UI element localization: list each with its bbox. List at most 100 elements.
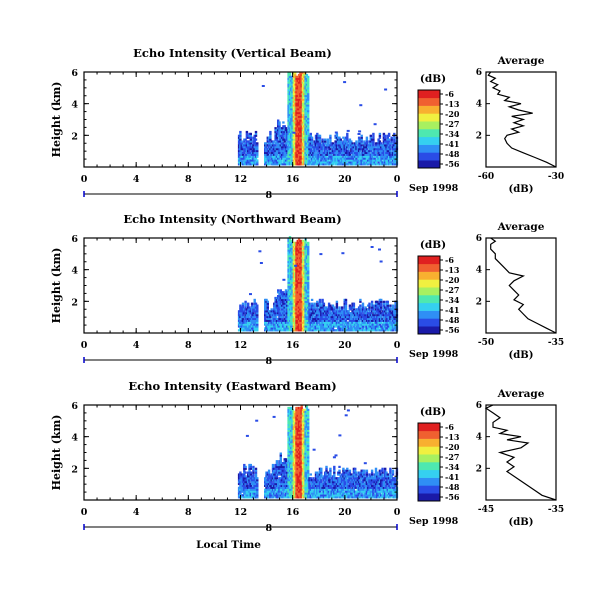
heatmap-cell: [373, 329, 376, 332]
heatmap-cell: [250, 317, 254, 320]
heatmap-cell: [278, 144, 281, 147]
x-tick-label: 0: [81, 174, 88, 185]
heatmap-cell: [316, 136, 319, 139]
heatmap-cell: [253, 304, 256, 307]
heatmap-cell: [280, 146, 284, 149]
heatmap-cell: [280, 319, 284, 322]
heatmap-cell: [290, 85, 293, 88]
heatmap-cell: [316, 138, 319, 141]
heatmap-cell: [294, 104, 297, 107]
heatmap-cell: [385, 149, 388, 153]
heatmap-cell: [249, 327, 252, 330]
heatmap-cell: [393, 314, 396, 317]
heatmap-cell: [384, 315, 387, 319]
heatmap-cell: [240, 314, 243, 317]
heatmap-cell: [376, 159, 379, 162]
heatmap-cell: [297, 155, 301, 158]
heatmap-cell: [333, 148, 336, 151]
heatmap-cell: [365, 327, 369, 330]
heatmap-cell: [391, 321, 395, 324]
heatmap-cell: [270, 486, 273, 489]
heatmap-cell: [288, 155, 292, 158]
heatmap-cell: [369, 161, 372, 164]
heatmap-cell: [296, 83, 299, 86]
heatmap-cell: [244, 144, 247, 147]
heatmap-cell: [295, 260, 298, 263]
heatmap-cell: [278, 306, 281, 309]
heatmap-cell: [386, 302, 389, 305]
heatmap-cell: [244, 155, 247, 158]
heatmap-cell: [357, 329, 361, 332]
heatmap-cell: [372, 138, 375, 141]
heatmap-cell: [292, 144, 296, 147]
heatmap-cell: [318, 136, 322, 139]
heatmap-cell: [299, 274, 302, 277]
heatmap-cell: [287, 89, 290, 92]
heatmap-cell: [304, 102, 307, 105]
heatmap-cell: [378, 140, 382, 143]
heatmap-cell: [295, 110, 298, 113]
heatmap-cell: [254, 479, 258, 482]
heatmap-cell: [324, 308, 327, 311]
heatmap-cell: [239, 479, 242, 482]
heatmap-cell: [307, 77, 310, 80]
heatmap-cell: [288, 251, 292, 254]
heatmap-cell: [347, 310, 350, 313]
profile-x-tick-label: -50: [478, 338, 494, 348]
heatmap-cell: [265, 323, 268, 326]
heatmap-cell: [344, 329, 348, 332]
heatmap-cell: [267, 315, 271, 319]
heatmap-cell: [339, 314, 342, 317]
heatmap-cell: [352, 304, 356, 307]
heatmap-cell: [292, 247, 296, 250]
heatmap-cell: [292, 94, 296, 97]
heatmap-cell: [307, 287, 310, 290]
heatmap-cell: [266, 477, 269, 480]
heatmap-cell: [303, 144, 306, 147]
heatmap-cell: [342, 144, 345, 147]
heatmap-cell: [291, 287, 294, 290]
heatmap-cell: [394, 321, 397, 324]
heatmap-cell: [303, 92, 306, 96]
heatmap-cell: [325, 149, 328, 153]
heatmap-cell: [339, 323, 342, 326]
heatmap-cell: [372, 314, 375, 317]
date-label: Sep 1998: [409, 183, 459, 194]
heatmap-cell: [269, 159, 272, 162]
heatmap-cell: [351, 153, 354, 156]
heatmap-cell: [342, 312, 345, 315]
heatmap-cell: [249, 319, 252, 322]
heatmap-cell: [291, 149, 294, 153]
heatmap-cell: [297, 289, 301, 292]
heatmap-cell: [291, 281, 294, 284]
heatmap-cell: [343, 312, 346, 315]
heatmap-cell: [287, 98, 290, 101]
heatmap-cell: [270, 321, 273, 324]
heatmap-cell: [245, 155, 249, 158]
heatmap-cell: [320, 319, 323, 322]
heatmap-cell: [314, 312, 318, 315]
heatmap-cell: [278, 314, 281, 317]
heatmap-cell: [370, 310, 374, 313]
heatmap-cell: [264, 161, 267, 164]
heatmap-cell: [372, 134, 375, 137]
heatmap-cell: [346, 315, 349, 319]
heatmap-cell: [300, 277, 303, 281]
heatmap-cell: [290, 119, 293, 122]
heatmap-cell: [296, 253, 299, 256]
heatmap-cell: [354, 314, 357, 317]
heatmap-cell: [330, 144, 333, 147]
heatmap-cell: [367, 327, 370, 330]
heatmap-cell: [354, 329, 357, 332]
heatmap-cell: [321, 321, 324, 324]
heatmap-cell: [370, 159, 374, 162]
heatmap-cell: [314, 142, 318, 145]
heatmap-cell: [327, 148, 331, 151]
heatmap-cell: [299, 298, 302, 301]
colorbar-swatch: [418, 129, 440, 138]
heatmap-cell: [365, 149, 369, 153]
heatmap-cell: [354, 317, 357, 320]
heatmap-cell: [374, 142, 378, 145]
heatmap-cell: [391, 159, 395, 162]
heatmap-cell: [342, 142, 345, 145]
